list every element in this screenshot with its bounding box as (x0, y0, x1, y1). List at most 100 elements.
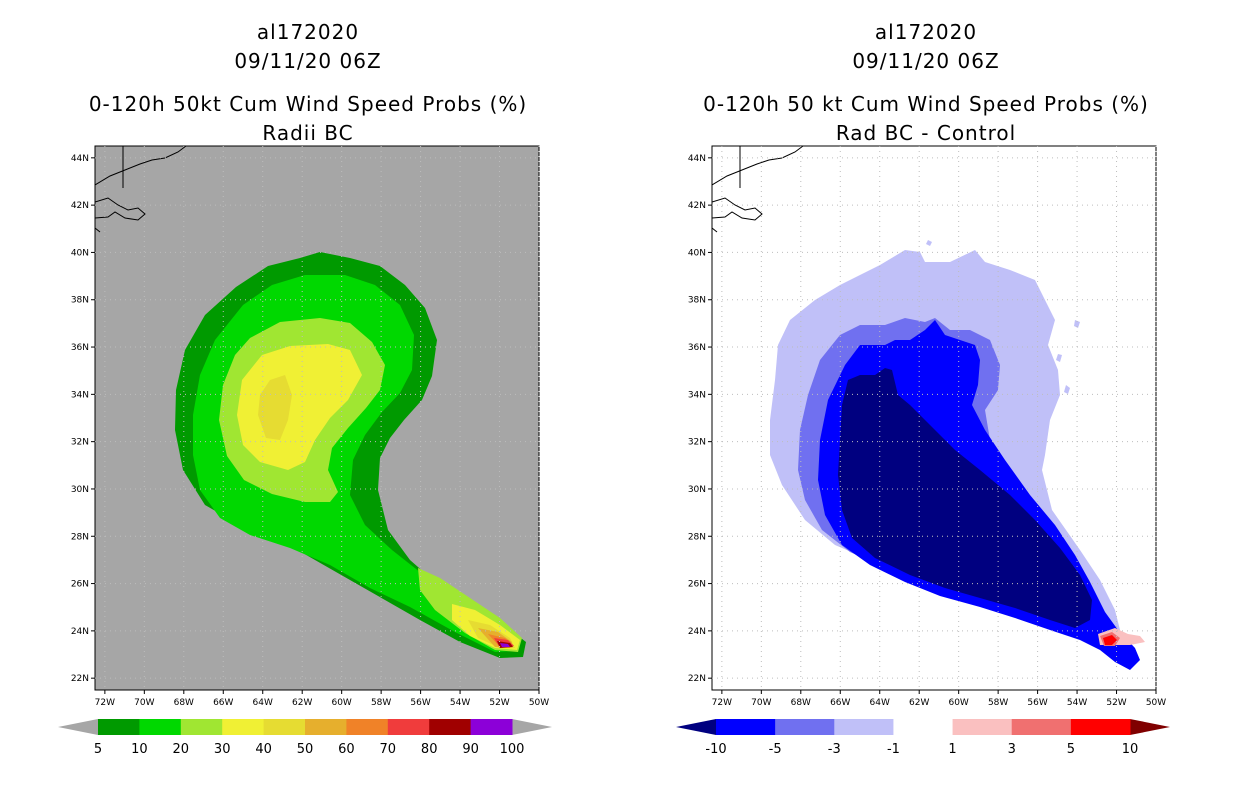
lat-label: 42N (688, 201, 706, 211)
colorbar-swatch (893, 719, 954, 735)
lon-label: 72W (95, 698, 115, 708)
left-contour-40pct (258, 375, 292, 440)
right-colorbar: -10 -5 -3 -1 1 3 5 10 (676, 719, 1170, 757)
lon-label: 58W (988, 698, 1008, 708)
lat-label: 32N (71, 438, 89, 448)
colorbar-swatch (775, 719, 835, 735)
lon-label: 50W (529, 698, 549, 708)
right-contour-5 (1103, 635, 1117, 645)
colorbar-swatch (1011, 719, 1072, 735)
right-speck-2 (1056, 354, 1062, 362)
colorbar-label: 5 (1067, 742, 1075, 757)
lon-label: 70W (751, 698, 771, 708)
colorbar-label: 1 (948, 742, 956, 757)
right-storm-id: al172020 (874, 20, 978, 44)
colorbar-label: -3 (828, 742, 841, 757)
lon-label: 66W (213, 698, 233, 708)
lat-label: 40N (688, 248, 706, 258)
lon-label: 52W (1106, 698, 1126, 708)
colorbar-label: 3 (1008, 742, 1016, 757)
lat-label: 28N (71, 532, 89, 542)
left-contour-30pct (237, 344, 362, 470)
left-lon-labels: 72W 70W 68W 66W 64W 62W 60W 58W 56W 54W 52W 50W (95, 698, 550, 708)
lon-label: 72W (712, 698, 732, 708)
right-subtitle: Rad BC - Control (835, 121, 1017, 145)
colorbar-label: 10 (1122, 742, 1139, 757)
colorbar-swatch (429, 719, 472, 735)
colorbar-label: 100 (500, 742, 525, 757)
colorbar-label: 80 (421, 742, 438, 757)
colorbar-swatch (222, 719, 265, 735)
colorbar-label: 60 (338, 742, 355, 757)
colorbar-swatch (834, 719, 894, 735)
right-panel-title: al172020 09/11/20 06Z 0-120h 50 kt Cum W… (664, 18, 1188, 148)
colorbar-swatch (305, 719, 347, 735)
colorbar-label: -5 (769, 742, 782, 757)
colorbar-label: 50 (297, 742, 314, 757)
lon-label: 58W (371, 698, 391, 708)
left-subtitle: Radii BC (262, 121, 354, 145)
right-contour-minus10 (838, 368, 1092, 628)
colorbar-swatch (470, 719, 513, 735)
colorbar-label: -10 (705, 742, 726, 757)
left-coastline (95, 146, 187, 233)
left-colorbar: 5 10 20 30 40 50 60 70 80 90 100 (58, 719, 552, 757)
lat-label: 28N (688, 532, 706, 542)
colorbar-label: -1 (887, 742, 900, 757)
left-storm-id: al172020 (256, 20, 360, 44)
right-gridlines (708, 146, 1157, 694)
right-map-frame (711, 145, 1157, 691)
lat-label: 44N (688, 154, 706, 164)
left-contour-90pct (500, 643, 510, 647)
colorbar-swatch (98, 719, 140, 735)
right-lon-labels: 72W 70W 68W 66W 64W 62W 60W 58W 56W 54W 52W 50W (712, 698, 1167, 708)
colorbar-overflow-arrow (1130, 719, 1170, 735)
lon-label: 54W (1067, 698, 1087, 708)
colorbar-swatch (387, 719, 430, 735)
lat-label: 36N (688, 343, 706, 353)
lon-label: 64W (253, 698, 273, 708)
left-product-title: 0-120h 50kt Cum Wind Speed Probs (%) (88, 92, 528, 116)
colorbar-underflow-arrow (58, 719, 98, 735)
lat-label: 40N (71, 248, 89, 258)
lon-label: 62W (909, 698, 929, 708)
right-lat-labels: 44N 42N 40N 38N 36N 34N 32N 30N 28N 26N 24N 22N (688, 154, 706, 684)
colorbar-label: 40 (255, 742, 272, 757)
lon-label: 66W (830, 698, 850, 708)
colorbar-underflow-arrow (676, 719, 716, 735)
colorbar-swatch (1070, 719, 1131, 735)
lat-label: 38N (688, 296, 706, 306)
lat-label: 24N (71, 627, 89, 637)
left-map-frame (94, 145, 540, 691)
colorbar-label: 20 (173, 742, 190, 757)
colorbar-swatch (263, 719, 306, 735)
left-datetime: 09/11/20 06Z (234, 49, 382, 73)
right-speck-4 (926, 240, 932, 246)
lat-label: 22N (688, 674, 706, 684)
left-gridlines (91, 146, 540, 694)
right-speck-3 (1064, 385, 1070, 394)
lat-label: 34N (688, 390, 706, 400)
lat-label: 30N (71, 485, 89, 495)
colorbar-swatch (346, 719, 389, 735)
lon-label: 68W (174, 698, 194, 708)
lat-label: 42N (71, 201, 89, 211)
colorbar-overflow-arrow (512, 719, 552, 735)
lat-label: 32N (688, 438, 706, 448)
colorbar-label: 30 (214, 742, 231, 757)
lat-label: 36N (71, 343, 89, 353)
right-contours (712, 146, 1145, 670)
lon-label: 60W (948, 698, 968, 708)
colorbar-label: 70 (380, 742, 397, 757)
colorbar-swatch (180, 719, 223, 735)
right-coastline (712, 146, 804, 233)
left-panel-title: al172020 09/11/20 06Z 0-120h 50kt Cum Wi… (54, 18, 562, 148)
lat-label: 38N (71, 296, 89, 306)
lon-label: 62W (292, 698, 312, 708)
lon-label: 56W (1027, 698, 1047, 708)
lat-label: 34N (71, 390, 89, 400)
lat-label: 22N (71, 674, 89, 684)
lat-label: 30N (688, 485, 706, 495)
